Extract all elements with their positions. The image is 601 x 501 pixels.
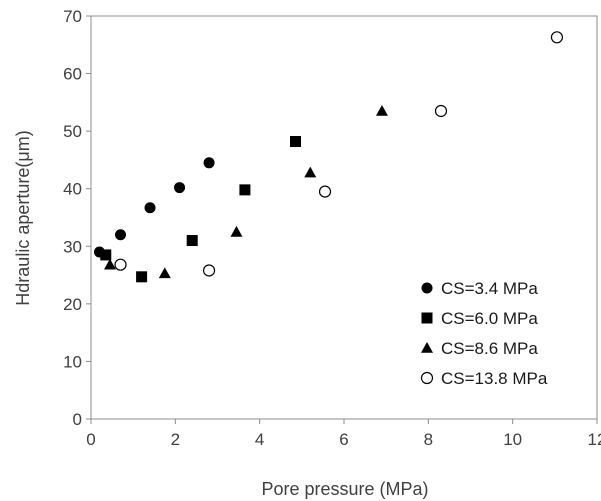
x-tick-label: 10	[503, 430, 522, 449]
data-point	[304, 166, 317, 178]
y-tick-label: 0	[73, 410, 82, 429]
data-point	[202, 264, 216, 277]
legend-label: CS=3.4 MPa	[441, 279, 538, 298]
y-tick-label: 70	[63, 7, 82, 26]
data-point	[114, 258, 127, 271]
legend-label: CS=13.8 MPa	[441, 369, 548, 388]
x-tick-label: 12	[588, 430, 601, 449]
plot-area	[90, 15, 598, 420]
y-axis-title: Hdraulic aperture(μm)	[13, 130, 33, 305]
x-tick-label: 2	[171, 430, 180, 449]
series-1	[100, 136, 302, 283]
data-point	[434, 104, 448, 118]
y-tick-label: 50	[63, 122, 82, 141]
data-point	[375, 104, 388, 116]
series-3	[114, 31, 564, 277]
y-tick-label: 30	[63, 237, 82, 256]
data-point	[158, 267, 171, 279]
x-axis: 0 2 4 6 8 10 12	[86, 419, 601, 449]
data-point	[115, 229, 127, 241]
data-point	[136, 271, 148, 283]
y-tick-label: 60	[63, 65, 82, 84]
data-point	[239, 184, 251, 196]
legend-item: CS=13.8 MPa	[420, 369, 548, 388]
data-point	[318, 185, 332, 198]
x-tick-label: 6	[339, 430, 348, 449]
legend-label: CS=8.6 MPa	[441, 339, 538, 358]
plot-border	[90, 15, 598, 420]
legend: CS=3.4 MPa CS=6.0 MPa CS=8.6 MPa CS=13.8 MP…	[420, 279, 548, 388]
y-tick-label: 10	[63, 352, 82, 371]
x-axis-title: Pore pressure (MPa)	[261, 479, 428, 499]
legend-item: CS=6.0 MPa	[421, 309, 538, 328]
data-point	[186, 235, 198, 247]
data-point	[230, 225, 243, 237]
data-point	[103, 258, 116, 270]
y-tick-label: 20	[63, 295, 82, 314]
legend-marker	[420, 371, 434, 385]
y-axis: 0 10 20 30 40 50 60 70	[63, 7, 91, 429]
legend-item: CS=8.6 MPa	[421, 339, 538, 358]
legend-marker	[421, 342, 433, 353]
legend-marker	[421, 282, 433, 294]
x-tick-label: 0	[86, 430, 95, 449]
legend-marker	[421, 312, 433, 324]
x-tick-label: 8	[424, 430, 433, 449]
data-point	[144, 202, 156, 214]
data-point	[203, 157, 215, 169]
data-points	[93, 31, 564, 283]
series-2	[103, 104, 388, 279]
y-tick-label: 40	[63, 180, 82, 199]
x-tick-label: 4	[255, 430, 264, 449]
legend-label: CS=6.0 MPa	[441, 309, 538, 328]
data-point	[100, 249, 112, 261]
legend-item: CS=3.4 MPa	[421, 279, 538, 298]
data-point	[290, 136, 302, 148]
data-point	[174, 182, 186, 194]
data-point	[550, 31, 564, 44]
